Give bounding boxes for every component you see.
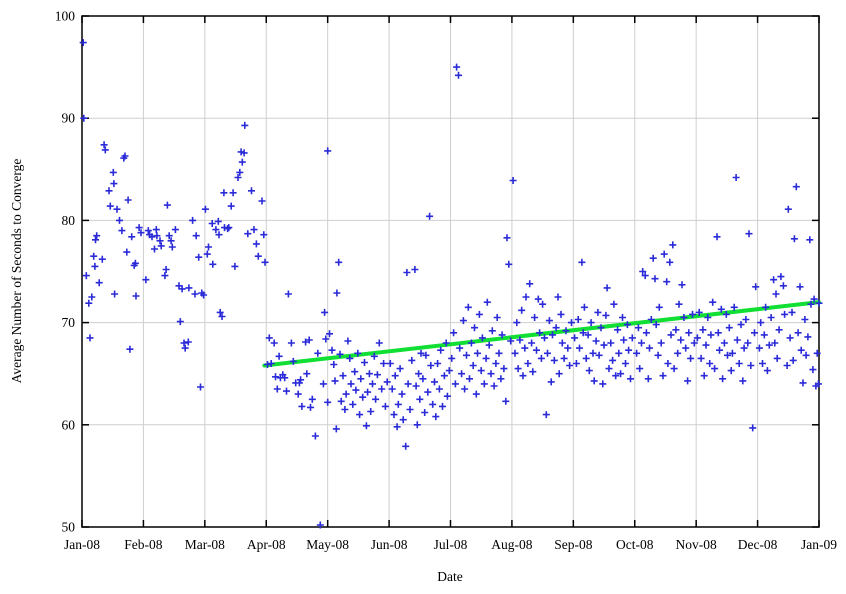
y-axis-title: Average Number of Seconds to Converge bbox=[9, 159, 24, 384]
x-tick-labels: Jan-08 Feb-08 Mar-08 Apr-08 May-08 Jun-08 Jul-… bbox=[64, 537, 837, 552]
x-tick-label: Jan-08 bbox=[64, 537, 100, 552]
y-tick-labels: 50 60 70 80 90 100 bbox=[55, 9, 76, 535]
y-tick-label: 100 bbox=[55, 9, 76, 24]
y-tick-label: 90 bbox=[62, 111, 76, 126]
x-tick-label: Dec-08 bbox=[738, 537, 778, 552]
x-tick-label: Jun-08 bbox=[371, 537, 408, 552]
y-tick-label: 50 bbox=[62, 520, 76, 535]
x-tick-label: Sep-08 bbox=[554, 537, 592, 552]
x-tick-label: Mar-08 bbox=[185, 537, 225, 552]
x-tick-label: May-08 bbox=[306, 537, 349, 552]
y-tick-label: 80 bbox=[62, 213, 76, 228]
x-tick-label: Apr-08 bbox=[247, 537, 286, 552]
x-axis-title: Date bbox=[437, 569, 462, 584]
y-tick-label: 60 bbox=[62, 417, 76, 432]
x-tick-label: Jul-08 bbox=[434, 537, 468, 552]
x-tick-label: Aug-08 bbox=[491, 537, 532, 552]
data-points bbox=[79, 39, 823, 529]
x-tick-label: Nov-08 bbox=[676, 537, 717, 552]
plot-border bbox=[81, 15, 820, 528]
axis-ticks bbox=[81, 15, 820, 528]
x-tick-label: Jan-09 bbox=[801, 537, 837, 552]
x-tick-label: Feb-08 bbox=[124, 537, 162, 552]
x-tick-label: Oct-08 bbox=[616, 537, 654, 552]
y-tick-label: 70 bbox=[62, 315, 76, 330]
grid-lines bbox=[82, 16, 819, 527]
